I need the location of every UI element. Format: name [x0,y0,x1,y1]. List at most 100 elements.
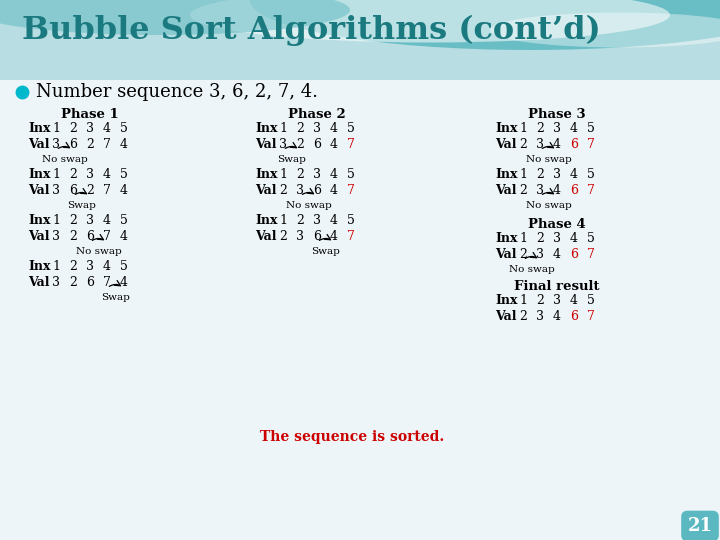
Text: 6: 6 [86,276,94,289]
Text: 5: 5 [347,168,355,181]
Text: 2: 2 [519,185,527,198]
Text: Inx: Inx [495,294,518,307]
Text: Val: Val [495,138,516,152]
Text: 4: 4 [553,248,561,261]
Text: Inx: Inx [28,123,50,136]
Text: 3: 3 [553,294,561,307]
Text: 4: 4 [103,123,111,136]
Text: 1: 1 [52,260,60,273]
Text: 2: 2 [519,248,527,261]
Text: 3: 3 [279,138,287,152]
Text: No swap: No swap [42,155,87,164]
Text: 3: 3 [313,168,321,181]
Text: Inx: Inx [28,214,50,227]
Text: Swap: Swap [311,247,340,256]
Text: 3: 3 [536,138,544,152]
Text: 4: 4 [570,294,578,307]
Text: 5: 5 [120,168,128,181]
Bar [0,0,720,80]
Text: No swap: No swap [76,247,122,256]
Text: 1: 1 [519,294,527,307]
Text: 6: 6 [313,138,321,152]
Text: 7: 7 [103,276,111,289]
Text: 7: 7 [103,138,111,152]
Text: 4: 4 [103,260,111,273]
Text: 7: 7 [103,231,111,244]
Ellipse shape [490,12,720,48]
Text: 2: 2 [279,231,287,244]
Text: Number sequence 3, 6, 2, 7, 4.: Number sequence 3, 6, 2, 7, 4. [36,83,318,101]
Text: Swap: Swap [101,293,130,302]
Text: 4: 4 [553,185,561,198]
Text: Inx: Inx [495,168,518,181]
Text: 1: 1 [519,233,527,246]
Text: 3: 3 [52,185,60,198]
Text: 2: 2 [536,294,544,307]
Text: Val: Val [28,231,50,244]
Text: 3: 3 [86,123,94,136]
Text: 2: 2 [296,168,304,181]
Text: 7: 7 [587,185,595,198]
Text: 2: 2 [279,185,287,198]
Text: 3: 3 [313,214,321,227]
Text: Val: Val [255,231,276,244]
Text: Phase 3: Phase 3 [528,109,586,122]
Text: 6: 6 [570,310,578,323]
Text: 4: 4 [120,276,128,289]
Text: Val: Val [28,276,50,289]
Text: Inx: Inx [255,168,277,181]
Text: 3: 3 [536,185,544,198]
Text: Val: Val [495,185,516,198]
Text: The sequence is sorted.: The sequence is sorted. [260,430,444,444]
Text: 3: 3 [52,276,60,289]
Text: Inx: Inx [28,168,50,181]
Text: Val: Val [255,138,276,152]
Text: 4: 4 [330,123,338,136]
Text: 5: 5 [587,233,595,246]
Text: 2: 2 [69,276,77,289]
Text: Inx: Inx [495,233,518,246]
Bar [0,80,720,540]
Text: 4: 4 [120,185,128,198]
Text: 5: 5 [347,214,355,227]
Ellipse shape [0,0,350,35]
Text: Inx: Inx [495,123,518,136]
Text: 4: 4 [570,233,578,246]
Text: Inx: Inx [255,214,277,227]
Text: Val: Val [255,185,276,198]
Text: 2: 2 [69,260,77,273]
Text: 1: 1 [52,214,60,227]
Text: 3: 3 [52,138,60,152]
Text: 6: 6 [570,185,578,198]
Ellipse shape [190,0,670,43]
Text: Val: Val [28,185,50,198]
Text: 4: 4 [330,214,338,227]
Text: 3: 3 [536,248,544,261]
Text: 1: 1 [52,168,60,181]
Text: 4: 4 [330,185,338,198]
Text: 1: 1 [279,214,287,227]
Text: 7: 7 [347,138,355,152]
Text: 7: 7 [103,185,111,198]
Text: 3: 3 [296,231,304,244]
Text: 2: 2 [296,214,304,227]
Text: 1: 1 [52,123,60,136]
Text: 21: 21 [688,517,713,535]
Text: 7: 7 [587,138,595,152]
Text: No swap: No swap [508,265,554,274]
Text: 2: 2 [519,138,527,152]
Text: 3: 3 [553,123,561,136]
Ellipse shape [250,0,720,50]
Text: 1: 1 [279,123,287,136]
Text: 2: 2 [536,168,544,181]
Text: Bubble Sort Algorithms (cont’d): Bubble Sort Algorithms (cont’d) [22,15,600,45]
Text: Swap: Swap [67,201,96,210]
Text: 2: 2 [296,138,304,152]
Text: 3: 3 [52,231,60,244]
Text: 3: 3 [86,214,94,227]
Text: Inx: Inx [28,260,50,273]
Text: 7: 7 [587,248,595,261]
Text: 2: 2 [536,233,544,246]
Text: 2: 2 [86,138,94,152]
Text: 4: 4 [553,310,561,323]
